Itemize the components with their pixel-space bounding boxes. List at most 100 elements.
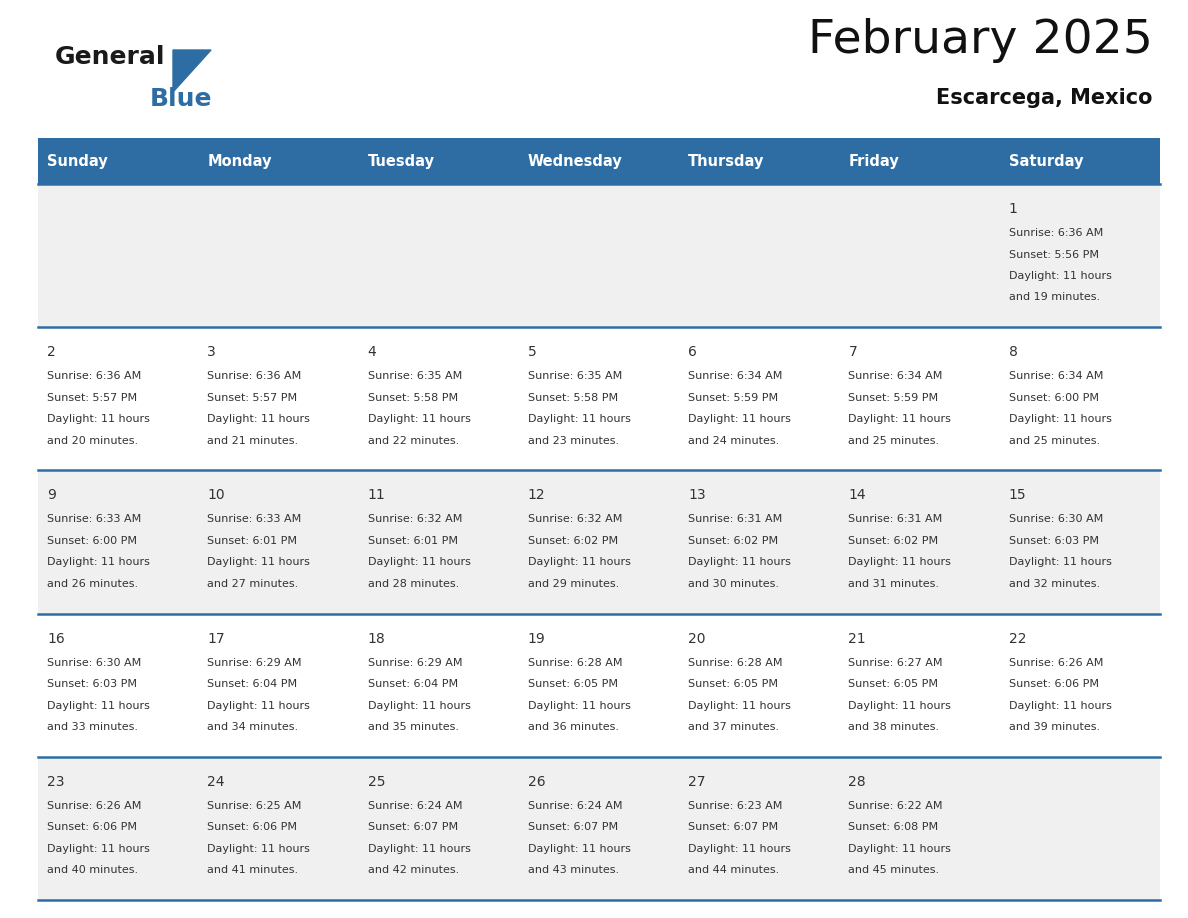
Text: 25: 25	[367, 775, 385, 789]
Text: Sunrise: 6:32 AM: Sunrise: 6:32 AM	[527, 514, 623, 524]
Text: Sunset: 6:08 PM: Sunset: 6:08 PM	[848, 823, 939, 833]
Text: 17: 17	[207, 632, 225, 645]
Text: Daylight: 11 hours: Daylight: 11 hours	[48, 557, 150, 567]
Text: and 37 minutes.: and 37 minutes.	[688, 722, 779, 732]
Text: Sunset: 6:01 PM: Sunset: 6:01 PM	[367, 536, 457, 546]
Text: Sunset: 5:59 PM: Sunset: 5:59 PM	[848, 393, 939, 403]
Text: Daylight: 11 hours: Daylight: 11 hours	[1009, 414, 1112, 424]
Text: and 43 minutes.: and 43 minutes.	[527, 866, 619, 875]
Text: Sunset: 6:07 PM: Sunset: 6:07 PM	[688, 823, 778, 833]
Text: Daylight: 11 hours: Daylight: 11 hours	[688, 557, 791, 567]
Text: and 33 minutes.: and 33 minutes.	[48, 722, 138, 732]
Text: General: General	[55, 45, 165, 69]
FancyBboxPatch shape	[38, 184, 1159, 327]
Text: 28: 28	[848, 775, 866, 789]
Text: and 27 minutes.: and 27 minutes.	[207, 579, 298, 589]
Text: Daylight: 11 hours: Daylight: 11 hours	[527, 844, 631, 854]
Text: and 35 minutes.: and 35 minutes.	[367, 722, 459, 732]
Text: and 34 minutes.: and 34 minutes.	[207, 722, 298, 732]
Text: Daylight: 11 hours: Daylight: 11 hours	[367, 414, 470, 424]
Text: and 38 minutes.: and 38 minutes.	[848, 722, 940, 732]
Text: Sunrise: 6:36 AM: Sunrise: 6:36 AM	[1009, 228, 1102, 238]
Text: Sunset: 6:05 PM: Sunset: 6:05 PM	[688, 679, 778, 689]
FancyBboxPatch shape	[38, 756, 1159, 900]
Text: Daylight: 11 hours: Daylight: 11 hours	[207, 414, 310, 424]
Text: Daylight: 11 hours: Daylight: 11 hours	[688, 700, 791, 711]
Text: Sunrise: 6:36 AM: Sunrise: 6:36 AM	[48, 371, 141, 381]
Text: Sunrise: 6:33 AM: Sunrise: 6:33 AM	[207, 514, 302, 524]
Text: and 25 minutes.: and 25 minutes.	[848, 436, 940, 446]
Text: Sunrise: 6:32 AM: Sunrise: 6:32 AM	[367, 514, 462, 524]
Text: Daylight: 11 hours: Daylight: 11 hours	[848, 557, 952, 567]
Text: Daylight: 11 hours: Daylight: 11 hours	[367, 700, 470, 711]
Text: Wednesday: Wednesday	[527, 153, 623, 169]
Text: 21: 21	[848, 632, 866, 645]
Text: Sunset: 6:06 PM: Sunset: 6:06 PM	[1009, 679, 1099, 689]
Text: Sunset: 6:01 PM: Sunset: 6:01 PM	[207, 536, 297, 546]
Text: Sunrise: 6:31 AM: Sunrise: 6:31 AM	[688, 514, 783, 524]
Text: 11: 11	[367, 488, 385, 502]
Text: Daylight: 11 hours: Daylight: 11 hours	[1009, 271, 1112, 281]
Text: 23: 23	[48, 775, 64, 789]
Text: Daylight: 11 hours: Daylight: 11 hours	[48, 844, 150, 854]
Text: Sunset: 6:07 PM: Sunset: 6:07 PM	[527, 823, 618, 833]
Text: 2: 2	[48, 345, 56, 359]
Text: Sunset: 6:00 PM: Sunset: 6:00 PM	[1009, 393, 1099, 403]
Text: Daylight: 11 hours: Daylight: 11 hours	[848, 700, 952, 711]
Text: Sunrise: 6:23 AM: Sunrise: 6:23 AM	[688, 800, 783, 811]
Text: 24: 24	[207, 775, 225, 789]
Text: and 30 minutes.: and 30 minutes.	[688, 579, 779, 589]
Text: 26: 26	[527, 775, 545, 789]
Text: 16: 16	[48, 632, 65, 645]
Text: Sunrise: 6:26 AM: Sunrise: 6:26 AM	[48, 800, 141, 811]
Text: Sunset: 5:59 PM: Sunset: 5:59 PM	[688, 393, 778, 403]
Text: Sunset: 6:00 PM: Sunset: 6:00 PM	[48, 536, 137, 546]
Text: Sunrise: 6:29 AM: Sunrise: 6:29 AM	[367, 657, 462, 667]
Text: and 42 minutes.: and 42 minutes.	[367, 866, 459, 875]
Text: and 31 minutes.: and 31 minutes.	[848, 579, 940, 589]
Text: Escarcega, Mexico: Escarcega, Mexico	[936, 88, 1154, 108]
FancyBboxPatch shape	[38, 327, 1159, 470]
Text: Daylight: 11 hours: Daylight: 11 hours	[367, 844, 470, 854]
Text: and 25 minutes.: and 25 minutes.	[1009, 436, 1100, 446]
Text: and 20 minutes.: and 20 minutes.	[48, 436, 138, 446]
Text: Sunrise: 6:31 AM: Sunrise: 6:31 AM	[848, 514, 943, 524]
Text: Daylight: 11 hours: Daylight: 11 hours	[207, 700, 310, 711]
Text: Sunrise: 6:24 AM: Sunrise: 6:24 AM	[527, 800, 623, 811]
Text: and 29 minutes.: and 29 minutes.	[527, 579, 619, 589]
Text: Thursday: Thursday	[688, 153, 765, 169]
Text: and 44 minutes.: and 44 minutes.	[688, 866, 779, 875]
Text: Sunday: Sunday	[48, 153, 108, 169]
FancyBboxPatch shape	[38, 470, 1159, 613]
Text: Sunset: 6:06 PM: Sunset: 6:06 PM	[207, 823, 297, 833]
Text: February 2025: February 2025	[808, 18, 1154, 63]
Text: Daylight: 11 hours: Daylight: 11 hours	[207, 557, 310, 567]
Text: Daylight: 11 hours: Daylight: 11 hours	[207, 844, 310, 854]
Text: 15: 15	[1009, 488, 1026, 502]
Text: and 24 minutes.: and 24 minutes.	[688, 436, 779, 446]
Text: Monday: Monday	[207, 153, 272, 169]
Text: Sunset: 6:05 PM: Sunset: 6:05 PM	[848, 679, 939, 689]
Text: Daylight: 11 hours: Daylight: 11 hours	[1009, 557, 1112, 567]
Text: Daylight: 11 hours: Daylight: 11 hours	[848, 844, 952, 854]
Text: Sunrise: 6:28 AM: Sunrise: 6:28 AM	[527, 657, 623, 667]
Text: 20: 20	[688, 632, 706, 645]
Text: Sunrise: 6:24 AM: Sunrise: 6:24 AM	[367, 800, 462, 811]
Text: and 45 minutes.: and 45 minutes.	[848, 866, 940, 875]
Text: and 21 minutes.: and 21 minutes.	[207, 436, 298, 446]
Polygon shape	[173, 50, 211, 92]
Text: Sunrise: 6:22 AM: Sunrise: 6:22 AM	[848, 800, 943, 811]
Text: Sunset: 6:04 PM: Sunset: 6:04 PM	[367, 679, 457, 689]
Text: Daylight: 11 hours: Daylight: 11 hours	[48, 700, 150, 711]
Text: 5: 5	[527, 345, 537, 359]
Text: Sunset: 5:57 PM: Sunset: 5:57 PM	[207, 393, 297, 403]
Text: and 40 minutes.: and 40 minutes.	[48, 866, 138, 875]
Text: Sunset: 6:05 PM: Sunset: 6:05 PM	[527, 679, 618, 689]
Text: Sunset: 6:03 PM: Sunset: 6:03 PM	[48, 679, 137, 689]
Text: 27: 27	[688, 775, 706, 789]
Text: Sunset: 6:07 PM: Sunset: 6:07 PM	[367, 823, 457, 833]
Text: and 28 minutes.: and 28 minutes.	[367, 579, 459, 589]
Text: Tuesday: Tuesday	[367, 153, 435, 169]
Text: and 19 minutes.: and 19 minutes.	[1009, 293, 1100, 303]
Text: Sunset: 5:57 PM: Sunset: 5:57 PM	[48, 393, 137, 403]
